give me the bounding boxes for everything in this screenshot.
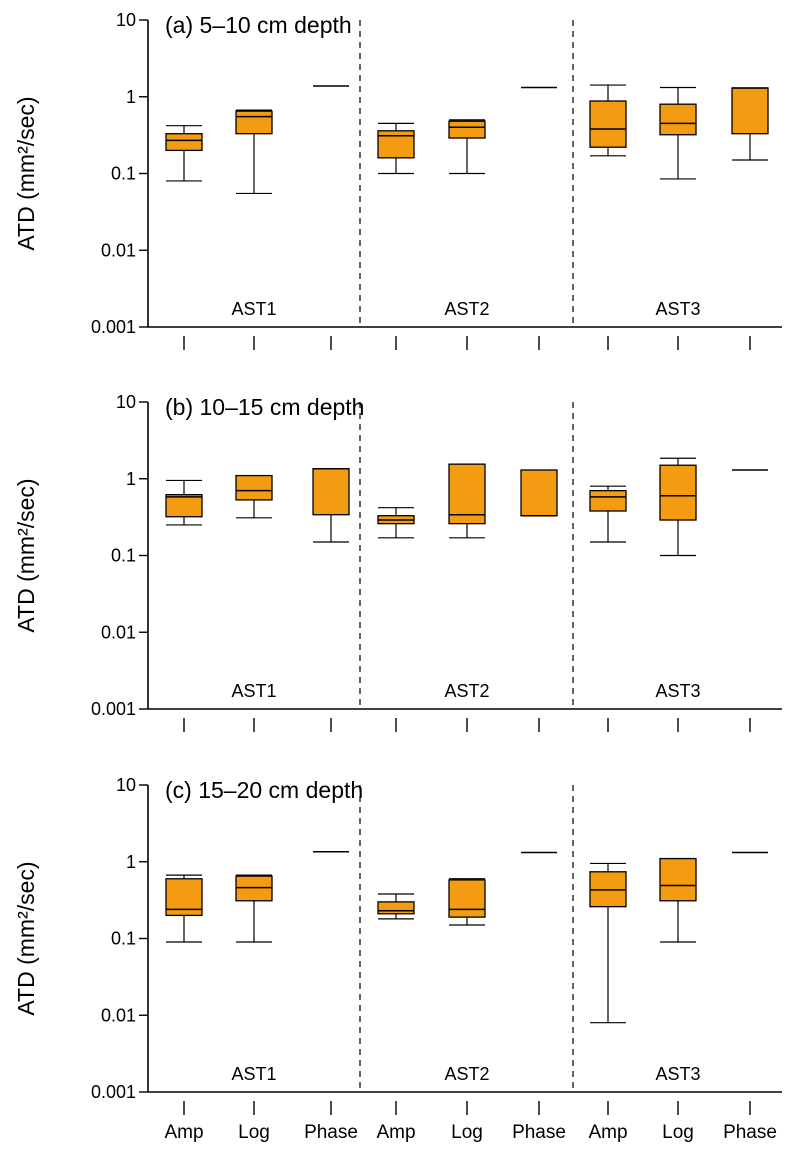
box-ast1-log — [235, 109, 273, 195]
group-label: AST3 — [655, 681, 700, 701]
box-ast3-log — [659, 86, 697, 180]
iqr-box — [448, 463, 486, 525]
iqr-box — [377, 901, 415, 915]
iqr-box — [520, 469, 558, 517]
box-ast1-log — [235, 874, 273, 943]
y-tick-label: 0.01 — [101, 622, 136, 642]
y-tick-label: 1 — [126, 852, 136, 872]
y-tick-label: 0.01 — [101, 240, 136, 260]
box-ast3-phase — [731, 87, 769, 161]
box-ast2-phase — [520, 469, 558, 517]
iqr-box — [165, 133, 203, 152]
group-label: AST1 — [231, 681, 276, 701]
panel-title: (c) 15–20 cm depth — [165, 777, 363, 803]
iqr-box — [659, 103, 697, 136]
iqr-box — [659, 464, 697, 521]
iqr-box — [235, 875, 273, 902]
y-tick-label: 0.1 — [111, 929, 136, 949]
group-label: AST3 — [655, 1064, 700, 1084]
iqr-box — [235, 474, 273, 501]
iqr-box — [312, 468, 350, 516]
box-ast3-log — [659, 457, 697, 557]
box-ast3-log — [659, 857, 697, 943]
box-ast1-amp — [165, 479, 203, 526]
box-ast2-log — [448, 878, 486, 926]
panel-a: 10 1 0.1 0.01 0.001 ATD (mm²/sec) (a) 5–10 cm … — [13, 10, 782, 350]
method-label: Log — [662, 1122, 694, 1143]
group-label: AST2 — [444, 299, 489, 319]
y-tick-label: 10 — [116, 392, 136, 412]
group-label: AST1 — [231, 299, 276, 319]
iqr-box — [235, 110, 273, 135]
group-label: AST3 — [655, 299, 700, 319]
group-label: AST1 — [231, 1064, 276, 1084]
group-label: AST2 — [444, 681, 489, 701]
panel-c: 10 1 0.1 0.01 0.001 ATD (mm²/sec) (c) 15–20 cm… — [13, 775, 782, 1143]
box-ast2-log — [448, 119, 486, 175]
method-label: Log — [238, 1122, 270, 1143]
y-tick-label: 0.001 — [91, 317, 136, 337]
method-label: Log — [451, 1122, 483, 1143]
y-tick-label: 0.001 — [91, 699, 136, 719]
box-ast3-amp — [589, 485, 627, 543]
iqr-box — [731, 87, 769, 135]
panel-title: (b) 10–15 cm depth — [165, 394, 364, 420]
y-tick-label: 1 — [126, 87, 136, 107]
iqr-box — [377, 130, 415, 159]
panel-b: 10 1 0.1 0.01 0.001 ATD (mm²/sec) (b) 10–15 cm… — [13, 392, 782, 732]
box-ast2-log — [448, 463, 486, 539]
iqr-box — [589, 489, 627, 512]
panel-title: (a) 5–10 cm depth — [165, 12, 352, 38]
method-label: Amp — [376, 1122, 415, 1143]
iqr-box — [448, 120, 486, 139]
group-label: AST2 — [444, 1064, 489, 1084]
box-ast1-amp — [165, 874, 203, 943]
box-ast1-amp — [165, 125, 203, 182]
iqr-box — [448, 879, 486, 918]
method-label: Phase — [723, 1122, 777, 1143]
y-axis-title: ATD (mm²/sec) — [13, 96, 39, 250]
y-tick-label: 10 — [116, 10, 136, 30]
box-ast1-log — [235, 474, 273, 519]
box-ast2-amp — [377, 122, 415, 175]
method-label: Phase — [512, 1122, 566, 1143]
y-tick-label: 0.001 — [91, 1082, 136, 1102]
method-label: Phase — [304, 1122, 358, 1143]
y-tick-label: 0.1 — [111, 546, 136, 566]
y-tick-label: 10 — [116, 775, 136, 795]
box-ast2-amp — [377, 893, 415, 920]
box-ast1-phase — [312, 467, 350, 543]
y-axis-title: ATD (mm²/sec) — [13, 861, 39, 1015]
iqr-box — [165, 494, 203, 518]
method-label: Amp — [588, 1122, 627, 1143]
iqr-box — [589, 100, 627, 148]
box-ast3-amp — [589, 862, 627, 1024]
y-tick-label: 0.01 — [101, 1005, 136, 1025]
iqr-box — [659, 857, 697, 902]
box-ast3-amp — [589, 84, 627, 157]
y-tick-label: 1 — [126, 469, 136, 489]
box-ast2-amp — [377, 507, 415, 539]
y-axis-title: ATD (mm²/sec) — [13, 478, 39, 632]
method-label: Amp — [164, 1122, 203, 1143]
y-tick-label: 0.1 — [111, 164, 136, 184]
